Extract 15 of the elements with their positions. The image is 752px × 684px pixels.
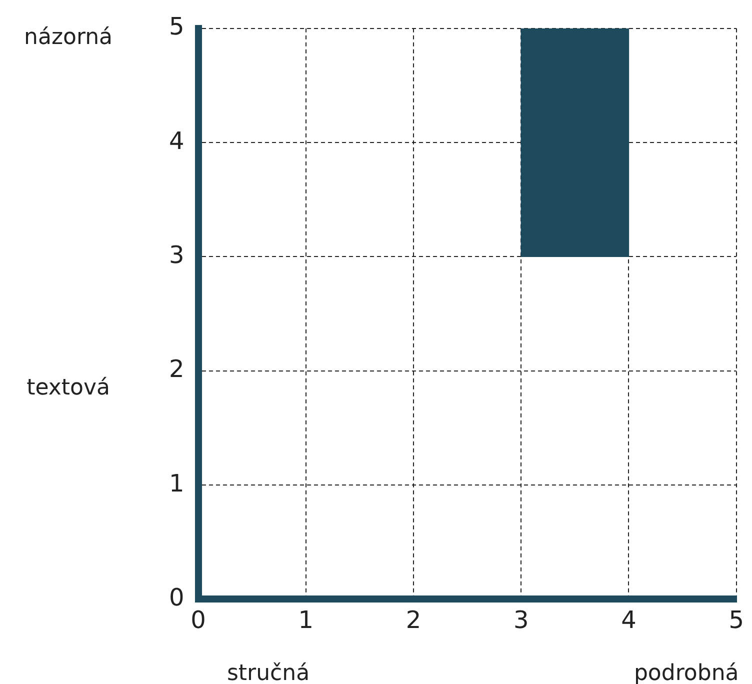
text: stručná — [226, 660, 310, 684]
x-tick-label: 3 — [513, 606, 529, 634]
text: názorná — [24, 25, 113, 50]
x-tick-label: 5 — [728, 606, 744, 634]
x-tick-label: 1 — [298, 606, 314, 634]
y-tick-label: 1 — [168, 469, 184, 498]
y-tick-label: 5 — [168, 12, 184, 41]
x-tick-label: 4 — [621, 606, 636, 634]
y-tick-label: 0 — [168, 583, 184, 612]
text: textová — [26, 376, 110, 401]
y-tick-label: 4 — [168, 126, 184, 155]
y-tick-label: 2 — [168, 355, 184, 384]
y-tick-label: 3 — [168, 240, 184, 269]
x-tick-label: 0 — [190, 606, 206, 634]
x-tick-label: 2 — [406, 606, 422, 634]
